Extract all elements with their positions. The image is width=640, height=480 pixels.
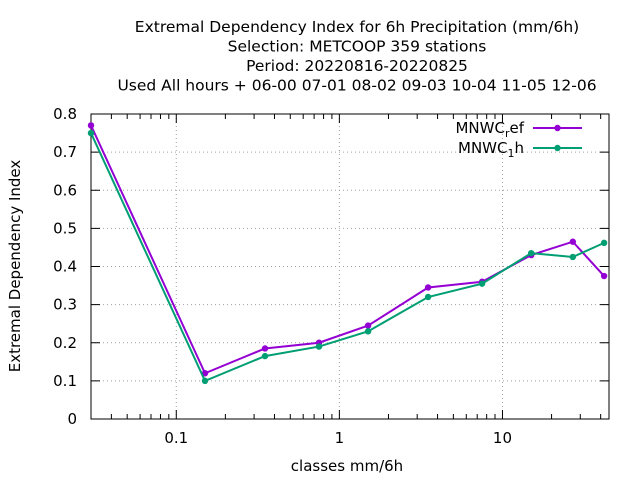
y-tick-label: 0.5 [53,219,77,237]
y-tick-label: 0.6 [53,181,77,199]
legend-label-2: MNWC1h [458,139,524,160]
chart-title-line: Extremal Dependency Index for 6h Precipi… [135,18,579,36]
series-line-2 [90,132,605,383]
legend-marker-1 [554,124,561,132]
y-axis: 0 0.1 0.2 0.3 0.4 0.5 0.6 0.7 0.8 [53,105,609,428]
series-1-point [424,284,432,291]
chart-title-line: Selection: METCOOP 359 stations [228,38,487,56]
series-2-point [527,249,535,257]
y-axis-label: Extremal Dependency Index [6,160,24,373]
chart-title-line: Used All hours + 06-00 07-01 08-02 09-03… [117,77,596,95]
series-1-point [600,272,608,280]
series-2-point [424,293,432,301]
y-tick-label: 0 [67,410,77,428]
y-tick-label: 0.3 [53,296,77,314]
chart-title: Extremal Dependency Index for 6h Precipi… [117,18,596,95]
x-axis: 0.1 1 10 [110,114,602,447]
y-tick-label: 0.7 [53,143,77,161]
legend-label-1: MNWCref [455,119,524,140]
series [87,122,608,385]
series-1-point [87,122,95,129]
legend-marker-2 [554,144,561,152]
series-2-point [87,129,95,137]
y-tick-label: 0.2 [53,334,77,352]
series-line-1 [90,125,605,375]
y-tick-label: 0.4 [53,258,77,276]
series-2-point [364,328,372,335]
x-axis-label: classes mm/6h [291,457,403,475]
x-tick-label: 0.1 [164,429,188,447]
series-1-point [201,370,209,377]
x-tick-label: 10 [493,429,512,447]
series-2-point [569,253,577,261]
series-2-point [201,377,209,385]
y-tick-label: 0.8 [53,105,77,123]
x-tick-label: 1 [335,429,345,447]
series-1-point [569,238,577,245]
series-1-point [261,345,269,352]
series-2-point [478,280,486,287]
series-1-point [364,322,372,329]
series-2-point [600,239,608,247]
series-2-point [315,343,323,350]
series-2-point [261,352,269,360]
chart-title-line: Period: 20220816-20220825 [246,57,468,75]
y-tick-label: 0.1 [53,372,77,390]
grid [91,114,609,419]
